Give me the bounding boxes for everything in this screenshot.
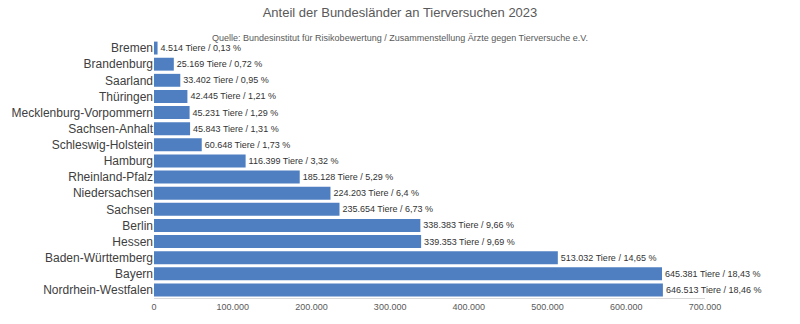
svg-text:600.000: 600.000 xyxy=(610,302,643,312)
svg-text:Baden-Württemberg: Baden-Württemberg xyxy=(45,251,153,265)
svg-text:Thüringen: Thüringen xyxy=(99,90,153,104)
svg-text:Bremen: Bremen xyxy=(111,41,153,55)
svg-text:25.169 Tiere / 0,72 %: 25.169 Tiere / 0,72 % xyxy=(177,59,263,69)
svg-text:700.000: 700.000 xyxy=(689,302,722,312)
svg-text:Rheinland-Pfalz: Rheinland-Pfalz xyxy=(68,170,153,184)
svg-text:646.513 Tiere / 18,46 %: 646.513 Tiere / 18,46 % xyxy=(666,285,762,295)
svg-text:185.128 Tiere / 5,29 %: 185.128 Tiere / 5,29 % xyxy=(303,172,394,182)
svg-text:Sachsen-Anhalt: Sachsen-Anhalt xyxy=(68,122,153,136)
svg-text:116.399 Tiere / 3,32 %: 116.399 Tiere / 3,32 % xyxy=(249,156,339,166)
svg-text:Anteil der Bundesländer an Tie: Anteil der Bundesländer an Tierversuchen… xyxy=(263,5,538,20)
svg-text:Mecklenburg-Vorpommern: Mecklenburg-Vorpommern xyxy=(12,106,153,120)
svg-text:645.381 Tiere / 18,43 %: 645.381 Tiere / 18,43 % xyxy=(665,269,761,279)
svg-text:Brandenburg: Brandenburg xyxy=(84,57,153,71)
svg-text:200.000: 200.000 xyxy=(295,302,328,312)
svg-text:Quelle: Bundesinstitut für Ris: Quelle: Bundesinstitut für Risikobewertu… xyxy=(212,33,588,43)
svg-text:513.032 Tiere / 14,65 %: 513.032 Tiere / 14,65 % xyxy=(561,253,657,263)
svg-text:45.231 Tiere / 1,29 %: 45.231 Tiere / 1,29 % xyxy=(193,108,279,118)
svg-text:400.000: 400.000 xyxy=(453,302,486,312)
svg-text:100.000: 100.000 xyxy=(216,302,249,312)
svg-text:Saarland: Saarland xyxy=(105,74,153,88)
svg-text:Hessen: Hessen xyxy=(112,235,153,249)
svg-text:0: 0 xyxy=(151,302,156,312)
svg-text:Schleswig-Holstein: Schleswig-Holstein xyxy=(52,138,153,152)
svg-text:Sachsen: Sachsen xyxy=(106,203,153,217)
svg-text:300.000: 300.000 xyxy=(374,302,407,312)
svg-text:235.654 Tiere / 6,73 %: 235.654 Tiere / 6,73 % xyxy=(342,204,433,214)
svg-text:Nordrhein-Westfalen: Nordrhein-Westfalen xyxy=(43,283,153,297)
svg-text:Berlin: Berlin xyxy=(122,219,153,233)
svg-text:42.445 Tiere / 1,21 %: 42.445 Tiere / 1,21 % xyxy=(190,91,276,101)
svg-text:Niedersachsen: Niedersachsen xyxy=(73,186,153,200)
svg-text:Bayern: Bayern xyxy=(115,267,153,281)
svg-text:4.514 Tiere / 0,13 %: 4.514 Tiere / 0,13 % xyxy=(161,43,242,53)
svg-text:339.353 Tiere / 9,69 %: 339.353 Tiere / 9,69 % xyxy=(424,237,515,247)
svg-text:Hamburg: Hamburg xyxy=(104,154,153,168)
svg-text:45.843 Tiere / 1,31 %: 45.843 Tiere / 1,31 % xyxy=(193,124,279,134)
svg-text:224.203 Tiere / 6,4 %: 224.203 Tiere / 6,4 % xyxy=(333,188,419,198)
svg-text:60.648 Tiere / 1,73 %: 60.648 Tiere / 1,73 % xyxy=(205,140,291,150)
svg-text:33.402 Tiere / 0,95 %: 33.402 Tiere / 0,95 % xyxy=(183,75,269,85)
svg-text:500.000: 500.000 xyxy=(531,302,564,312)
svg-text:338.383 Tiere / 9,66 %: 338.383 Tiere / 9,66 % xyxy=(423,220,514,230)
